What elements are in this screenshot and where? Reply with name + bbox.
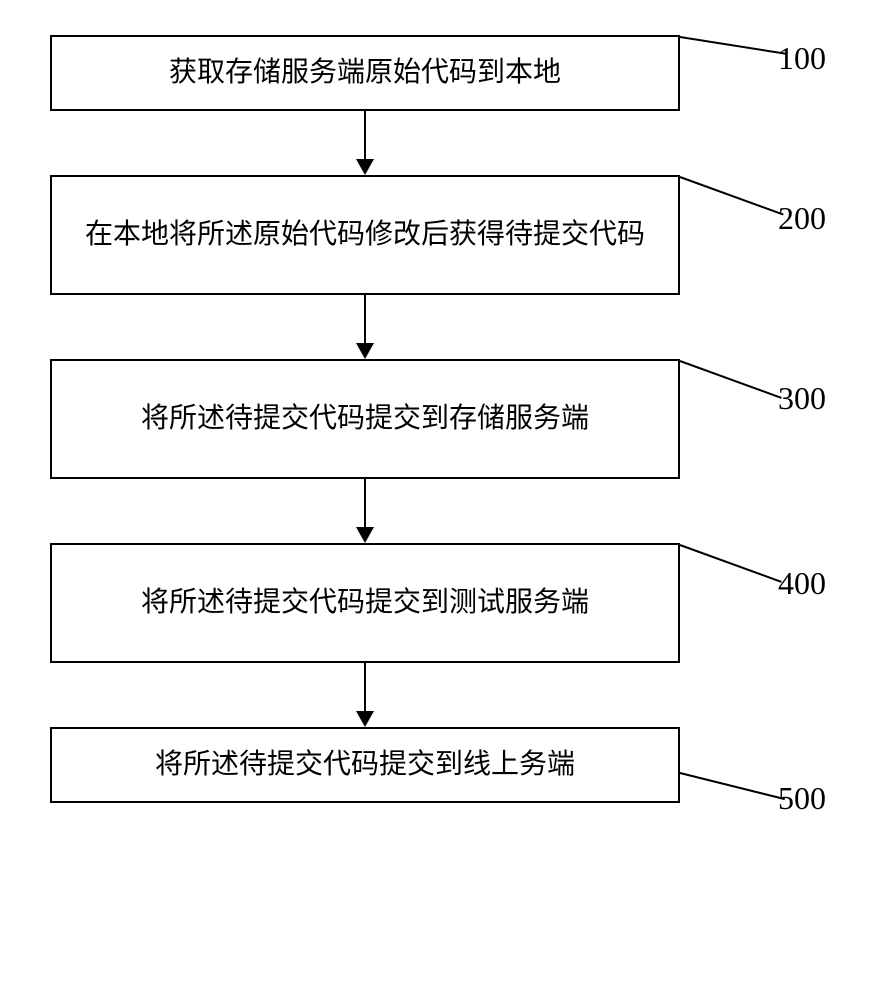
step-box-100: 获取存储服务端原始代码到本地 (50, 35, 680, 111)
leader-line-200 (680, 176, 784, 216)
step-label-500: 500 (778, 780, 826, 817)
arrow-head-icon (356, 711, 374, 727)
leader-line-500 (680, 772, 785, 800)
arrow-2 (50, 295, 680, 359)
flowchart-container: 获取存储服务端原始代码到本地 在本地将所述原始代码修改后获得待提交代码 将所述待… (50, 35, 680, 803)
arrow-head-icon (356, 343, 374, 359)
leader-line-400 (680, 544, 782, 583)
step-box-300: 将所述待提交代码提交到存储服务端 (50, 359, 680, 479)
step-text: 将所述待提交代码提交到存储服务端 (141, 398, 589, 440)
step-box-200: 在本地将所述原始代码修改后获得待提交代码 (50, 175, 680, 295)
step-text: 将所述待提交代码提交到测试服务端 (141, 582, 589, 624)
arrow-1 (50, 111, 680, 175)
leader-line-300 (680, 360, 782, 399)
arrow-4 (50, 663, 680, 727)
arrow-head-icon (356, 527, 374, 543)
step-box-500: 将所述待提交代码提交到线上务端 (50, 727, 680, 803)
step-text: 在本地将所述原始代码修改后获得待提交代码 (85, 214, 645, 256)
step-label-300: 300 (778, 380, 826, 417)
step-label-400: 400 (778, 565, 826, 602)
arrow-line (364, 663, 366, 713)
arrow-line (364, 479, 366, 529)
arrow-head-icon (356, 159, 374, 175)
arrow-line (364, 295, 366, 345)
step-label-100: 100 (778, 40, 826, 77)
step-label-200: 200 (778, 200, 826, 237)
step-text: 将所述待提交代码提交到线上务端 (155, 744, 575, 786)
step-box-400: 将所述待提交代码提交到测试服务端 (50, 543, 680, 663)
step-text: 获取存储服务端原始代码到本地 (169, 52, 561, 94)
leader-line-100 (680, 36, 787, 55)
arrow-3 (50, 479, 680, 543)
arrow-line (364, 111, 366, 161)
